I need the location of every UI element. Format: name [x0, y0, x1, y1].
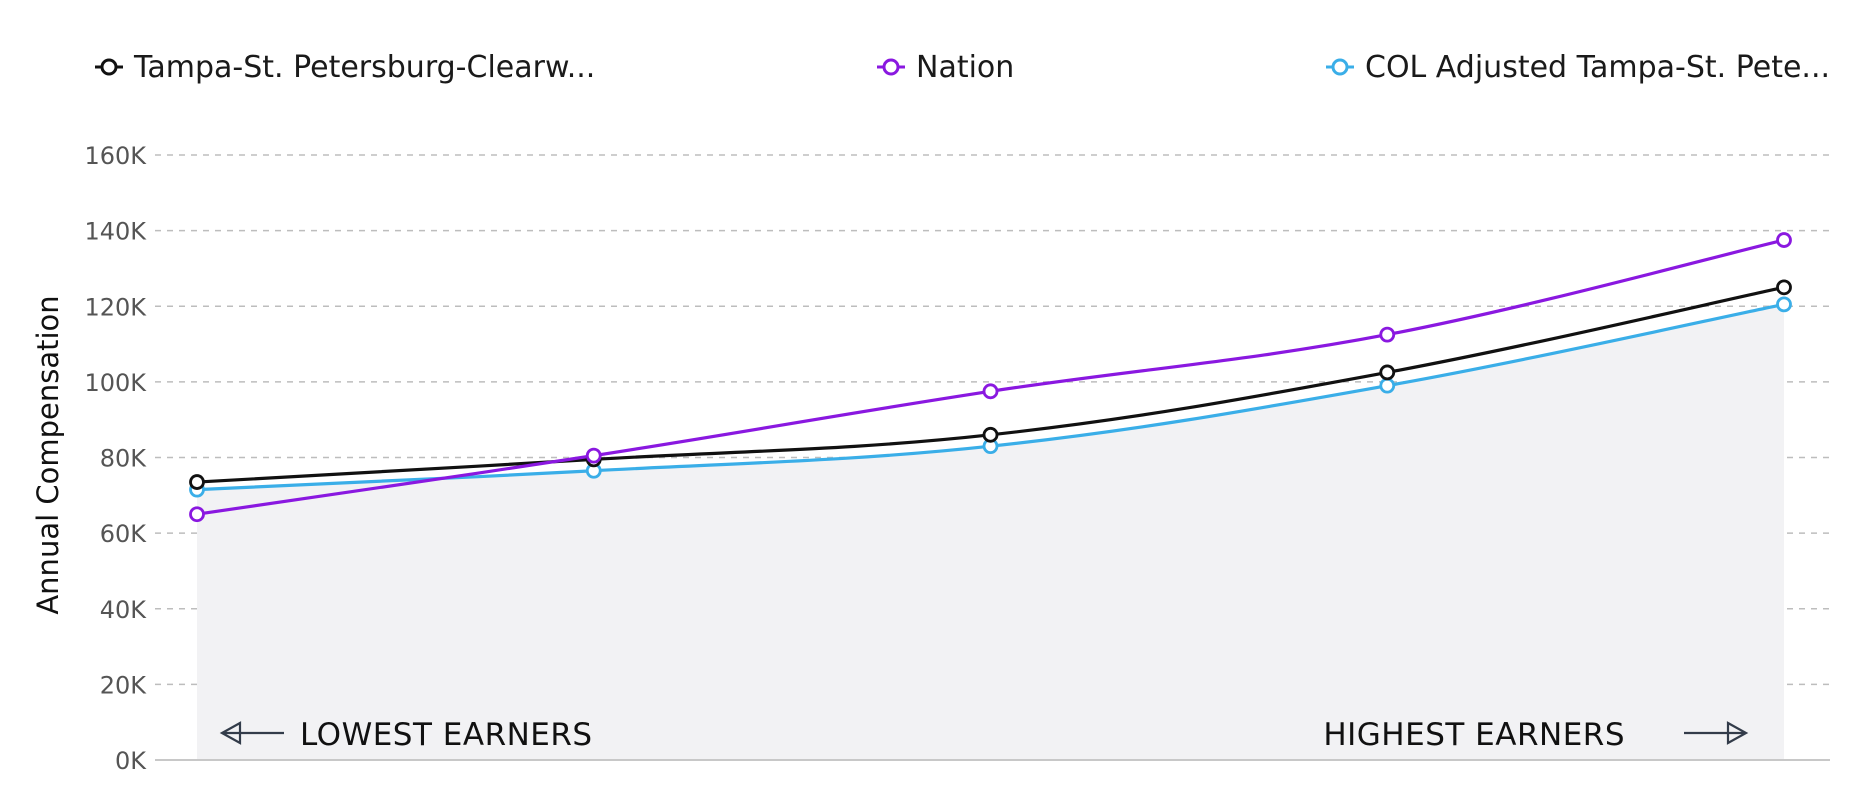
legend-marker-icon	[882, 58, 900, 76]
y-tick-label: 100K	[84, 369, 147, 397]
y-axis-tick-labels: 0K 20K 40K 60K 80K 100K 120K 140K 160K	[84, 142, 147, 775]
data-point	[1776, 232, 1792, 248]
y-tick-label: 120K	[84, 293, 147, 321]
data-point	[585, 447, 602, 464]
y-axis-title: Annual Compensation	[31, 295, 65, 614]
chart-legend: Tampa-St. Petersburg-Clearw... Nation COL …	[95, 50, 1830, 85]
legend-marker-icon	[100, 58, 118, 76]
data-point	[1776, 279, 1792, 296]
series-points	[189, 232, 1792, 523]
legend-label: Nation	[916, 50, 1014, 85]
y-tick-label: 20K	[100, 671, 148, 699]
data-point	[1379, 377, 1396, 394]
y-tick-label: 60K	[100, 520, 148, 548]
legend-item: Nation	[877, 50, 1014, 85]
area-fill	[197, 304, 1784, 760]
y-tick-label: 0K	[115, 747, 147, 775]
lowest-earners-label: LOWEST EARNERS	[300, 717, 593, 753]
right-arrow-icon	[1684, 721, 1749, 745]
data-point	[1379, 364, 1396, 381]
legend-marker-icon	[1331, 58, 1349, 76]
data-point	[1379, 326, 1396, 343]
series-area	[197, 304, 1784, 760]
left-arrow-icon	[219, 721, 284, 745]
y-tick-label: 160K	[84, 142, 147, 170]
data-point	[982, 383, 999, 400]
data-point	[982, 426, 999, 443]
highest-earners-label: HIGHEST EARNERS	[1323, 717, 1625, 753]
legend-label: COL Adjusted Tampa-St. Pete...	[1365, 50, 1830, 85]
legend-label: Tampa-St. Petersburg-Clearw...	[133, 50, 595, 85]
data-point	[189, 474, 205, 490]
y-tick-label: 40K	[100, 596, 148, 624]
highest-earners-annotation: HIGHEST EARNERS	[1323, 717, 1749, 753]
legend-item: COL Adjusted Tampa-St. Pete...	[1326, 50, 1830, 85]
data-point	[1776, 296, 1792, 313]
y-tick-label: 140K	[84, 218, 147, 246]
lowest-earners-annotation: LOWEST EARNERS	[219, 717, 593, 753]
y-tick-label: 80K	[100, 445, 148, 473]
data-point	[189, 506, 205, 523]
legend-item: Tampa-St. Petersburg-Clearw...	[95, 50, 595, 85]
